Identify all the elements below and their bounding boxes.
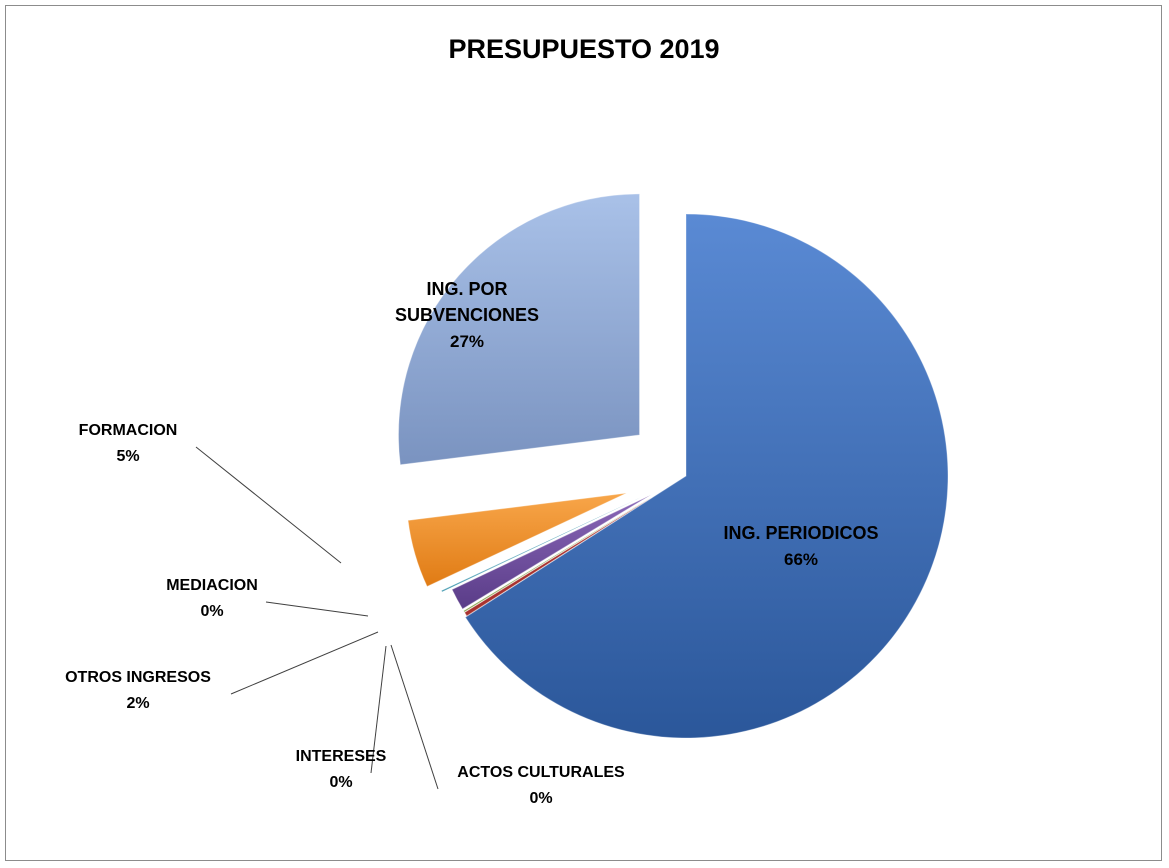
data-label-mediacion: MEDIACION 0% [166,577,258,620]
leader-line-intereses [370,645,387,774]
pie-slice-ing-periodicos [464,213,949,739]
data-label-actos-culturales: ACTOS CULTURALES 0% [457,764,625,807]
chart-title: PRESUPUESTO 2019 [448,34,719,64]
data-label-formacion: FORMACION 5% [79,422,178,465]
pie-chart: PRESUPUESTO 2019 ING. PERIODICOS 66% ACTOS… [65,34,949,807]
chart-area: PRESUPUESTO 2019 ING. PERIODICOS 66% ACTOS… [5,5,1162,861]
leader-line-otros-ingresos [230,631,379,695]
pie-slice-actos-culturales [463,496,653,617]
data-label-intereses: INTERESES 0% [296,748,387,791]
pie-slice-intereses [462,496,653,613]
data-label-otros-ingresos: OTROS INGRESOS 2% [65,669,211,712]
data-label-ing-por-subvenciones: ING. POR SUBVENCIONES 27% [395,279,539,351]
pie-slice-ing-por-subvenciones [398,193,641,466]
leader-line-formacion [195,446,342,564]
pie-slice-formacion [407,492,627,588]
pie-slice-mediacion [440,496,641,593]
data-label-ing-periodicos: ING. PERIODICOS 66% [723,523,878,569]
leader-line-mediacion [265,601,369,617]
leader-line-actos-culturales [390,644,439,790]
pie-slice-otros-ingresos [451,494,652,610]
